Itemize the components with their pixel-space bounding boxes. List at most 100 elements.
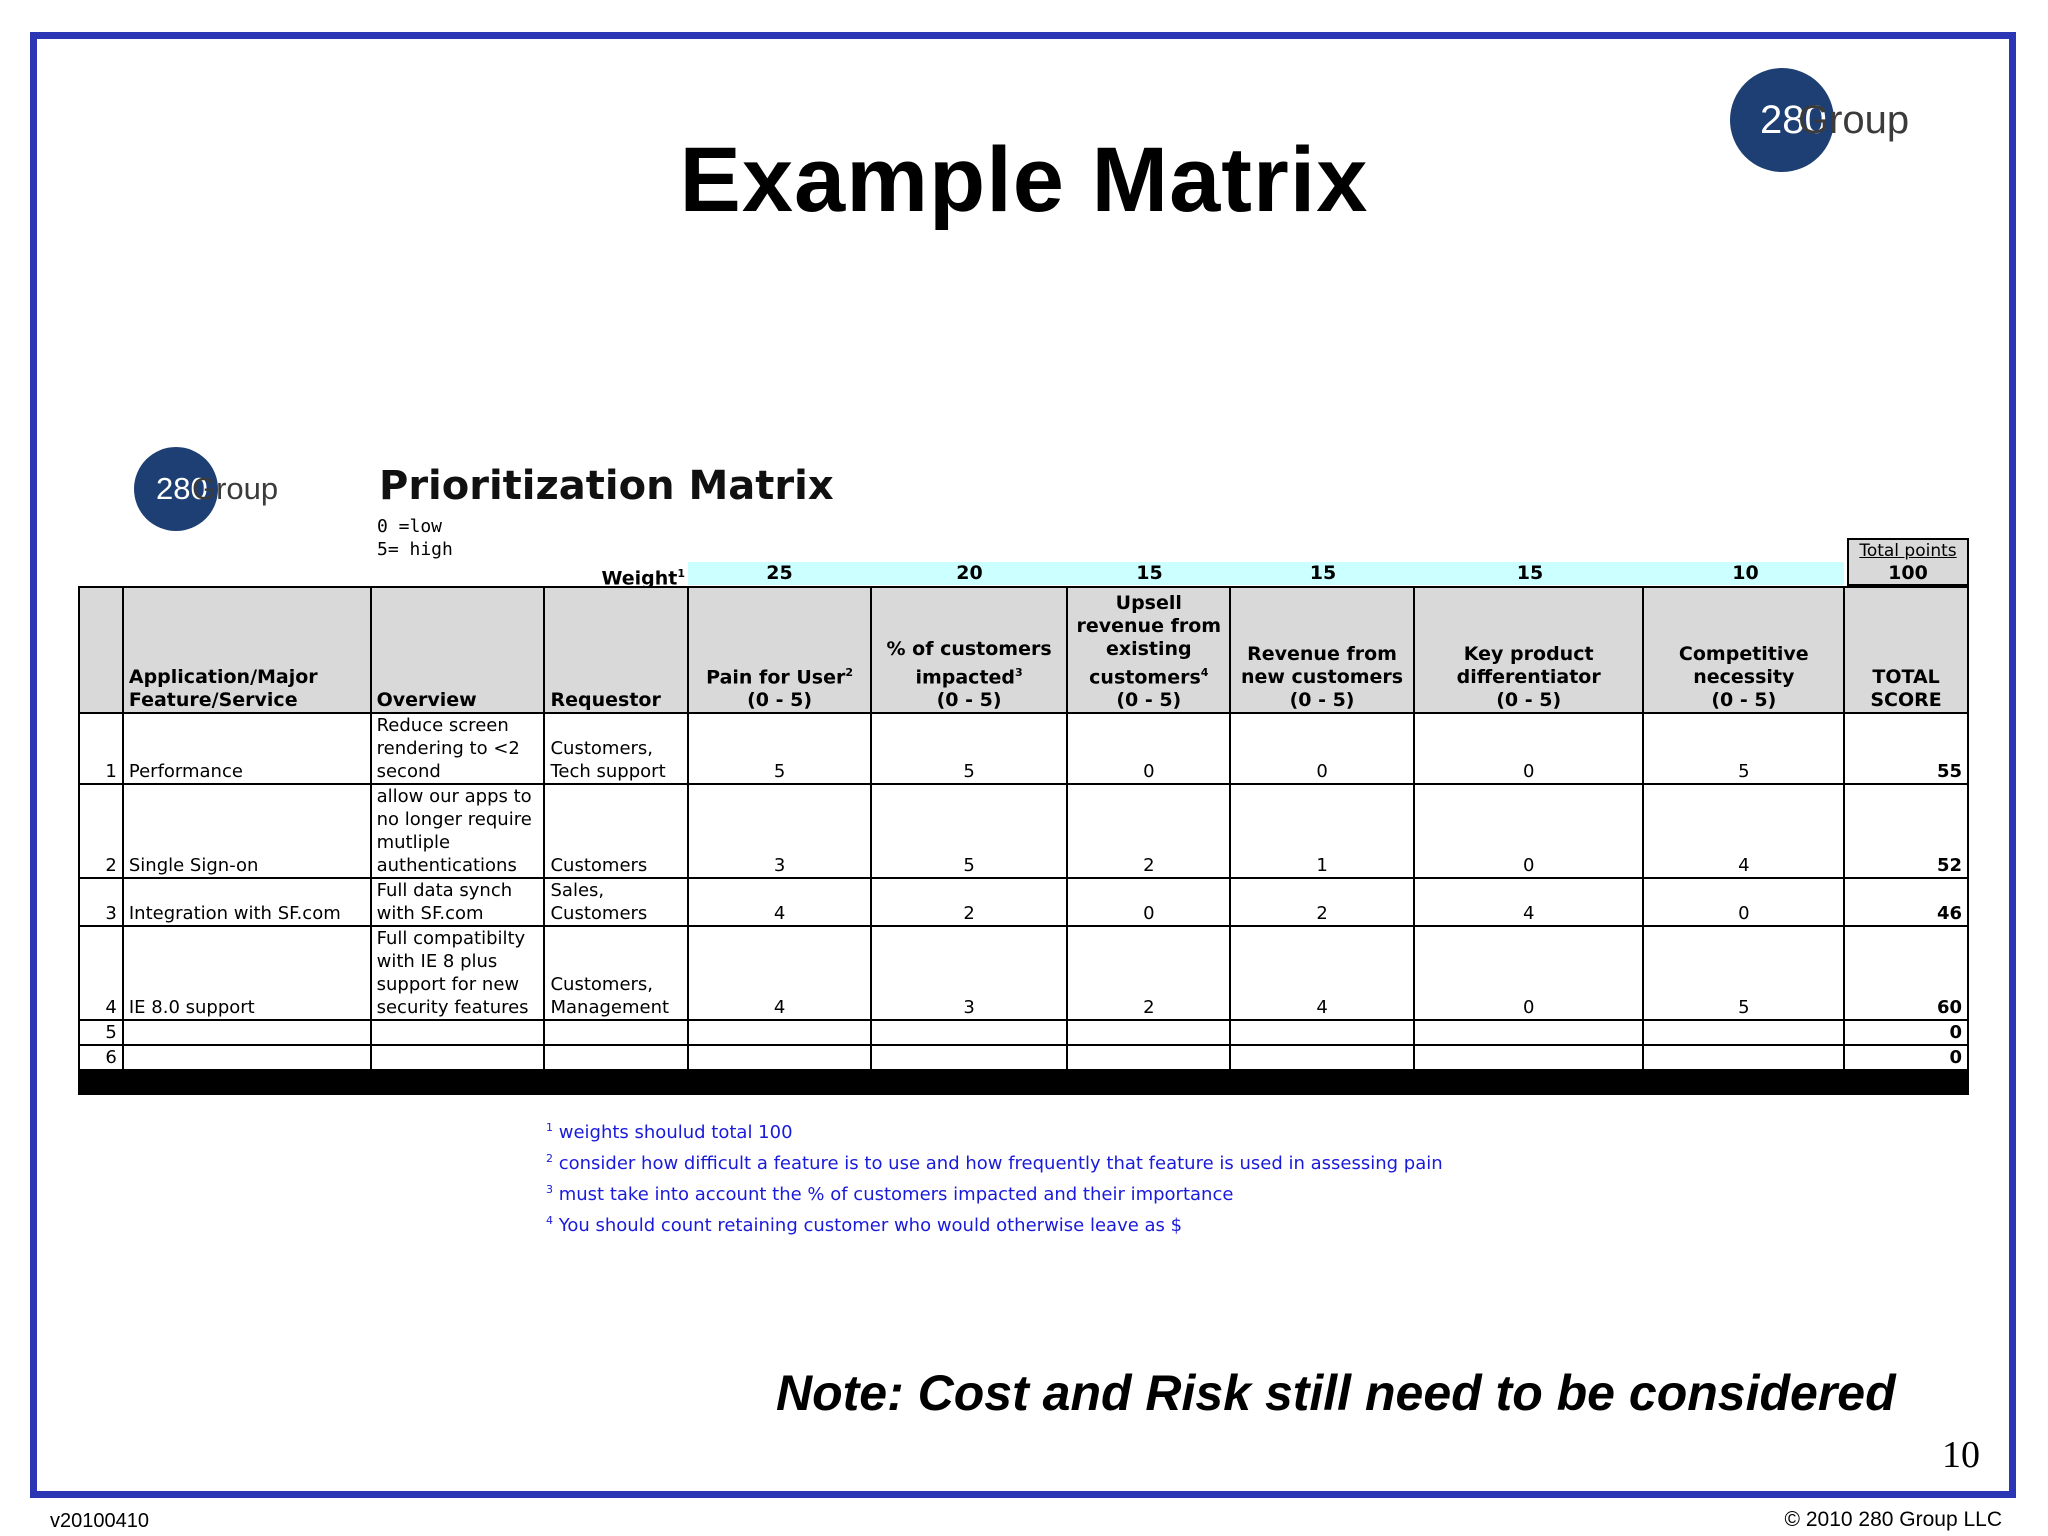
score-differentiator: 0 [1412,925,1645,1021]
weight-new-revenue: 15 [1309,562,1337,584]
requestor-cell: Customers [543,783,690,879]
total-score: 46 [1843,877,1969,927]
feature-cell: Performance [121,712,372,785]
header-pain: Pain for User2 (0 - 5) [687,586,872,714]
slide-title: Example Matrix [679,129,1369,231]
overview-cell: Reduce screen rendering to <2 second [369,712,546,785]
overview-cell [369,1019,546,1046]
score-upsell [1066,1044,1232,1071]
header-new-revenue: Revenue from new customers (0 - 5) [1229,586,1415,714]
row-number: 5 [78,1019,124,1046]
requestor-cell [543,1044,690,1071]
footnotes: 1 weights shoulud total 100 2 consider h… [546,1115,1443,1239]
company-logo: 280 Group [1730,68,1909,172]
score-competitive: 0 [1642,877,1846,927]
score-pain: 4 [687,877,872,927]
row-number: 1 [78,712,124,785]
score-upsell [1066,1019,1232,1046]
score-customers [869,1019,1069,1046]
weight-differentiator: 15 [1516,562,1544,584]
score-pain [687,1044,872,1071]
version-label: v20100410 [50,1510,149,1532]
scale-high-label: 5= high [377,539,453,560]
sheet-logo-word: Group [192,471,279,506]
overview-cell: Full compatibilty with IE 8 plus support… [369,925,546,1021]
score-new-revenue [1229,1019,1415,1046]
footnote: 2 consider how difficult a feature is to… [546,1152,1443,1174]
header-competitive: Competitive necessity (0 - 5) [1642,586,1846,714]
score-pain: 3 [687,783,872,879]
score-customers [869,1044,1069,1071]
total-score: 55 [1843,712,1969,785]
total-score: 0 [1843,1019,1969,1046]
header-customers: % of customers impacted3 (0 - 5) [869,586,1069,714]
total-score: 60 [1843,925,1969,1021]
copyright-label: © 2010 280 Group LLC [1784,1508,2002,1531]
score-upsell: 2 [1066,783,1232,879]
score-new-revenue [1229,1044,1415,1071]
score-new-revenue: 4 [1229,925,1415,1021]
weight-pain: 25 [766,562,793,584]
table-row: 2 Single Sign-on allow our apps to no lo… [78,783,1969,879]
feature-cell [121,1044,372,1071]
logo-mark: 280 [1760,97,1827,142]
slide-note: Note: Cost and Risk still need to be con… [776,1365,1896,1421]
score-pain: 4 [687,925,872,1021]
score-differentiator: 0 [1412,783,1645,879]
header-row: Application/Major Feature/Service Overvi… [78,586,1969,714]
requestor-cell: Customers, Tech support [543,712,690,785]
weight-competitive: 10 [1732,562,1759,584]
score-competitive: 5 [1642,925,1846,1021]
header-num [78,586,124,714]
page-number: 10 [1942,1434,1980,1476]
total-score: 0 [1843,1044,1969,1071]
table-row: 5 0 [78,1019,1969,1046]
score-customers: 3 [869,925,1069,1021]
header-overview: Overview [369,586,546,714]
score-new-revenue: 1 [1229,783,1415,879]
slide-frame [30,32,2016,1498]
score-competitive [1642,1044,1846,1071]
row-number: 2 [78,783,124,879]
header-feature: Application/Major Feature/Service [121,586,372,714]
requestor-cell: Customers, Management [543,925,690,1021]
logo-word: Group [1798,97,1910,142]
score-differentiator [1412,1044,1645,1071]
table-footer-bar [78,1069,1969,1095]
header-differentiator: Key product differentiator (0 - 5) [1412,586,1645,714]
score-differentiator: 4 [1412,877,1645,927]
score-new-revenue: 0 [1229,712,1415,785]
table-row: 6 0 [78,1044,1969,1071]
requestor-cell: Sales, Customers [543,877,690,927]
weight-label: Weight1 [601,567,685,590]
sheet-logo-circle: 280 [134,447,218,531]
scale-low-label: 0 =low [377,516,443,537]
sheet-title: Prioritization Matrix [379,463,834,509]
footnote: 1 weights shoulud total 100 [546,1121,793,1143]
score-customers: 2 [869,877,1069,927]
header-requestor: Requestor [543,586,690,714]
score-differentiator: 0 [1412,712,1645,785]
sheet-logo-mark: 280 [156,471,208,506]
score-customers: 5 [869,712,1069,785]
score-new-revenue: 2 [1229,877,1415,927]
score-differentiator [1412,1019,1645,1046]
score-pain: 5 [687,712,872,785]
feature-cell [121,1019,372,1046]
overview-cell: Full data synch with SF.com [369,877,546,927]
requestor-cell [543,1019,690,1046]
total-score: 52 [1843,783,1969,879]
row-number: 3 [78,877,124,927]
footer-bar-cell [78,1069,1969,1095]
table-row: 3 Integration with SF.com Full data sync… [78,877,1969,927]
score-pain [687,1019,872,1046]
feature-cell: IE 8.0 support [121,925,372,1021]
footnote: 3 must take into account the % of custom… [546,1183,1234,1205]
score-upsell: 2 [1066,925,1232,1021]
total-points-label: Total points [1859,541,1957,561]
table-row: 4 IE 8.0 support Full compatibilty with … [78,925,1969,1021]
sheet-logo: 280 Group [134,447,278,531]
row-number: 6 [78,1044,124,1071]
weight-upsell: 15 [1136,562,1163,584]
footnote: 4 You should count retaining customer wh… [546,1214,1183,1236]
